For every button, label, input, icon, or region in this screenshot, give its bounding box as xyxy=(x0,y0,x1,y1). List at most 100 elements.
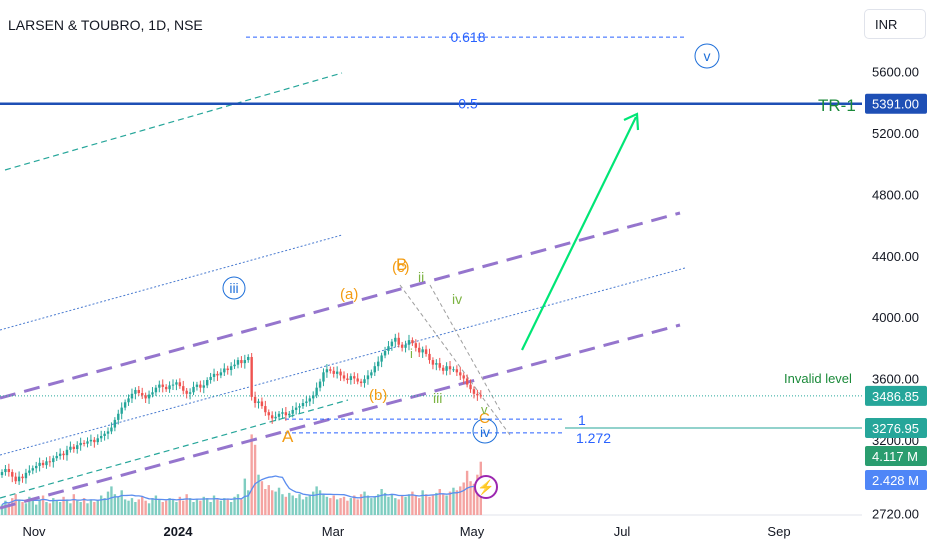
candle-body xyxy=(31,468,34,471)
volume-bar xyxy=(448,491,452,515)
chart-title: LARSEN & TOUBRO, 1D, NSE xyxy=(8,17,203,33)
volume-bar xyxy=(308,495,311,515)
volume-bar xyxy=(17,499,21,515)
volume-bar xyxy=(154,495,158,515)
volume-bar xyxy=(400,495,404,515)
time-tick-label: Mar xyxy=(322,524,345,539)
volume-bar xyxy=(209,502,212,515)
volume-bar xyxy=(188,498,192,515)
volume-bar xyxy=(185,494,188,515)
candle-body xyxy=(377,361,380,367)
candle-body xyxy=(134,389,137,394)
wedge-line xyxy=(429,284,501,411)
volume-bar xyxy=(28,496,31,515)
target-arrow-line xyxy=(521,116,637,351)
volume-bar xyxy=(418,498,421,515)
candle-body xyxy=(366,375,370,380)
candle-body xyxy=(459,372,462,376)
volume-bar xyxy=(11,498,14,515)
candle-body xyxy=(359,381,363,384)
candle-body xyxy=(52,458,55,463)
volume-bar xyxy=(260,481,264,515)
candle-body xyxy=(45,461,48,466)
volume-bar xyxy=(435,492,438,515)
candle-body xyxy=(373,366,376,373)
volume-bar xyxy=(332,495,335,515)
candle-body xyxy=(260,401,264,407)
volume-bar xyxy=(335,499,339,515)
candle-body xyxy=(223,368,226,373)
volume-bar xyxy=(438,489,441,515)
time-axis[interactable]: Nov 2024 Mar May Jul Sep xyxy=(22,524,790,539)
candle-body xyxy=(55,455,58,459)
volume-bar xyxy=(325,496,329,515)
volume-bar xyxy=(192,502,195,515)
volume-bar xyxy=(206,498,209,515)
candle-body xyxy=(431,360,435,365)
candle-body xyxy=(250,356,253,397)
candle-body xyxy=(476,393,479,396)
candle-body xyxy=(147,394,151,399)
volume-bar xyxy=(407,494,411,515)
candle-body xyxy=(158,384,161,388)
volume-bar xyxy=(247,490,250,515)
volume-bar xyxy=(147,503,151,515)
wave-A: A xyxy=(282,427,294,446)
volume-bar xyxy=(236,494,240,515)
badge-last-price: 3486.85 xyxy=(872,389,919,404)
volume-bar xyxy=(144,500,147,515)
volume-bar xyxy=(58,502,62,515)
badge-invalid: 3276.95 xyxy=(872,421,919,436)
wave-a-small: (a) xyxy=(340,286,358,303)
candle-body xyxy=(346,378,349,381)
channel-line xyxy=(0,323,681,510)
candle-body xyxy=(418,347,421,353)
volume-bar xyxy=(240,499,243,515)
volume-bar xyxy=(394,498,397,515)
tr1-label: TR-1 xyxy=(818,96,856,115)
volume-bar xyxy=(35,504,38,515)
candle-body xyxy=(240,360,243,364)
wave-i: i xyxy=(410,346,413,361)
volume-bar xyxy=(267,485,270,515)
time-tick-label: Nov xyxy=(22,524,46,539)
wave-c-small: (c) xyxy=(392,259,410,276)
candle-body xyxy=(202,385,205,388)
volume-bar xyxy=(103,498,106,515)
volume-bar xyxy=(21,502,24,515)
volume-bar xyxy=(86,503,89,515)
candle-body xyxy=(274,416,277,419)
volume-bar xyxy=(137,499,140,515)
candle-body xyxy=(397,337,400,345)
candle-body xyxy=(175,382,178,385)
candle-body xyxy=(212,373,216,377)
volume-bar xyxy=(359,494,363,515)
volume-ma-badge: 2.428 M xyxy=(872,473,919,488)
volume-bar xyxy=(356,499,359,515)
candle-body xyxy=(72,446,76,450)
candle-body xyxy=(195,384,199,387)
candle-body xyxy=(411,340,414,344)
price-axis[interactable]: 2720.003200.003600.004000.004400.004800.… xyxy=(865,65,927,522)
volume-bars xyxy=(0,434,482,515)
candle-body xyxy=(7,468,11,473)
candle-body xyxy=(117,413,120,420)
green-dashed-line-lower xyxy=(0,399,349,499)
candle-body xyxy=(151,392,154,395)
lightning-icon[interactable]: ⚡ xyxy=(474,475,498,499)
volume-bar xyxy=(312,491,315,515)
currency-selector[interactable]: INR xyxy=(864,9,926,39)
candle-body xyxy=(41,462,45,466)
candle-body xyxy=(76,445,79,450)
volume-bar xyxy=(233,496,236,515)
candle-body xyxy=(452,369,455,371)
candle-body xyxy=(380,355,383,362)
candle-body xyxy=(247,356,250,361)
candle-body xyxy=(141,393,144,396)
candle-body xyxy=(332,370,335,374)
candle-body xyxy=(171,384,175,386)
price-tick-label: 4800.00 xyxy=(872,187,919,202)
candle-body xyxy=(264,406,267,413)
